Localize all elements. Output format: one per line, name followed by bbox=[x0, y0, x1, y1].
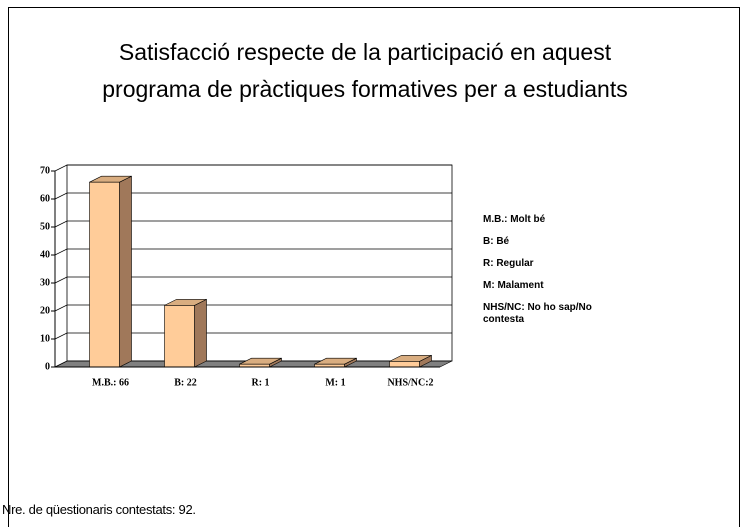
legend-note: NHS/NC: No ho sap/No contesta bbox=[483, 302, 592, 325]
y-tick-label: 60 bbox=[40, 193, 50, 204]
bar-front bbox=[89, 181, 120, 368]
y-tick-label: 10 bbox=[40, 333, 50, 344]
y-tick-label: 50 bbox=[40, 221, 50, 232]
y-tick-label: 20 bbox=[40, 305, 50, 316]
bar bbox=[389, 354, 432, 368]
y-tick-label: 70 bbox=[40, 165, 50, 176]
legend-note: B: Bé bbox=[483, 236, 510, 247]
grid-line bbox=[54, 248, 452, 256]
y-tick-label: 30 bbox=[40, 277, 50, 288]
bar-front bbox=[164, 305, 195, 368]
legend: M.B.: Molt bé B: Bé R: Regular M: Malament N… bbox=[483, 214, 603, 336]
x-tick-label: NHS/NC:2 bbox=[387, 377, 433, 388]
y-tick-label: 40 bbox=[40, 249, 50, 260]
legend-note: M: Malament bbox=[483, 280, 544, 291]
x-tick-label: M.B.: 66 bbox=[92, 377, 129, 388]
y-tick-label: 0 bbox=[45, 361, 50, 372]
footer-note: Nre. de qüestionaris contestats: 92. bbox=[2, 502, 196, 517]
grid-line bbox=[54, 220, 452, 228]
x-tick-label: M: 1 bbox=[325, 377, 345, 388]
x-tick-label: R: 1 bbox=[251, 377, 269, 388]
bar-side bbox=[119, 175, 132, 368]
slide-frame bbox=[8, 7, 740, 527]
bar-front bbox=[389, 361, 420, 368]
bar bbox=[164, 298, 207, 368]
grid-line bbox=[54, 332, 452, 340]
legend-note: M.B.: Molt bé bbox=[483, 214, 546, 225]
bar-side bbox=[194, 298, 207, 368]
legend-note: R: Regular bbox=[483, 258, 534, 269]
grid-line bbox=[54, 276, 452, 284]
bar bbox=[314, 357, 357, 368]
grid-line bbox=[54, 164, 452, 172]
x-tick-label: B: 22 bbox=[174, 377, 197, 388]
bar bbox=[239, 357, 282, 368]
grid-line bbox=[54, 304, 452, 312]
chart-title: Satisfacció respecte de la participació … bbox=[102, 39, 628, 102]
bar bbox=[89, 175, 132, 368]
grid-line bbox=[54, 192, 452, 200]
